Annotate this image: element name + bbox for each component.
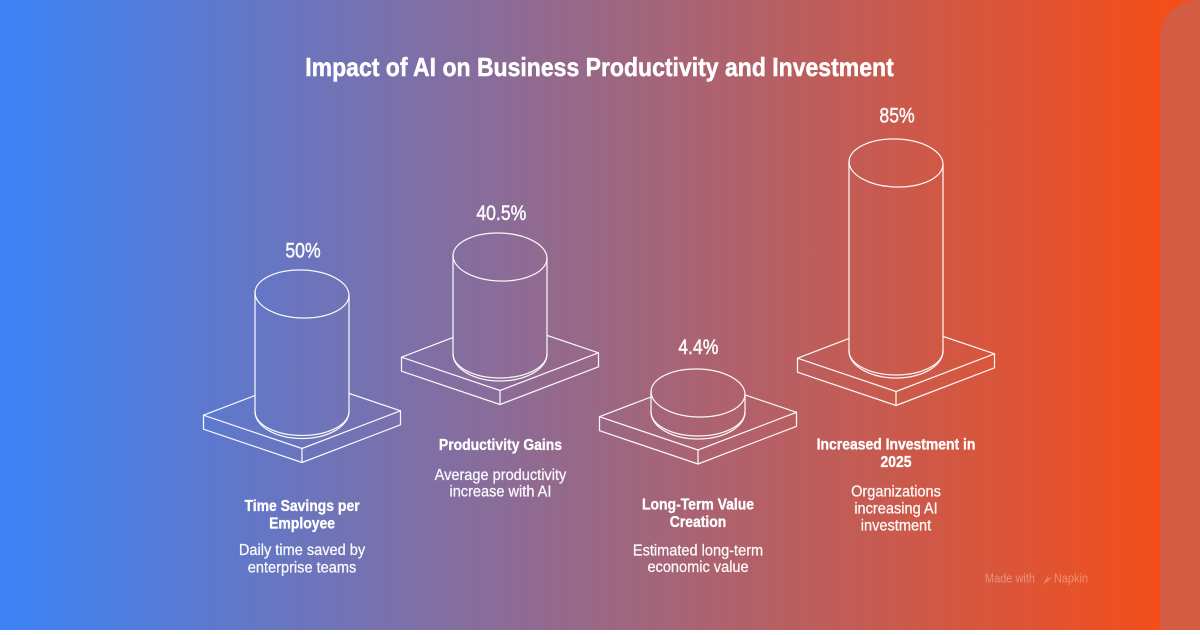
svg-text:Napkin: Napkin [1054,572,1088,586]
svg-text:Made with: Made with [985,572,1035,586]
svg-text:Impact of AI on Business Produ: Impact of AI on Business Productivity an… [305,54,893,83]
svg-text:Daily time saved by: Daily time saved by [239,542,366,560]
svg-text:Long-Term Value: Long-Term Value [642,497,754,514]
svg-text:85%: 85% [879,104,914,128]
svg-text:2025: 2025 [881,454,912,471]
svg-text:enterprise teams: enterprise teams [248,559,356,577]
svg-text:Employee: Employee [269,516,335,533]
svg-text:economic value: economic value [647,559,748,577]
svg-text:Estimated long-term: Estimated long-term [633,542,763,560]
svg-text:Organizations: Organizations [851,483,941,501]
svg-text:Creation: Creation [670,514,727,531]
svg-text:increase with AI: increase with AI [449,483,551,501]
svg-text:Increased Investment in: Increased Investment in [817,437,976,454]
svg-text:increasing AI: increasing AI [854,500,937,518]
svg-text:4.4%: 4.4% [678,336,718,360]
svg-text:Productivity Gains: Productivity Gains [439,437,562,454]
svg-text:investment: investment [861,517,932,535]
svg-text:Average productivity: Average productivity [435,467,567,485]
svg-text:40.5%: 40.5% [476,201,526,225]
svg-text:50%: 50% [285,239,320,263]
svg-text:Time Savings per: Time Savings per [244,498,359,515]
